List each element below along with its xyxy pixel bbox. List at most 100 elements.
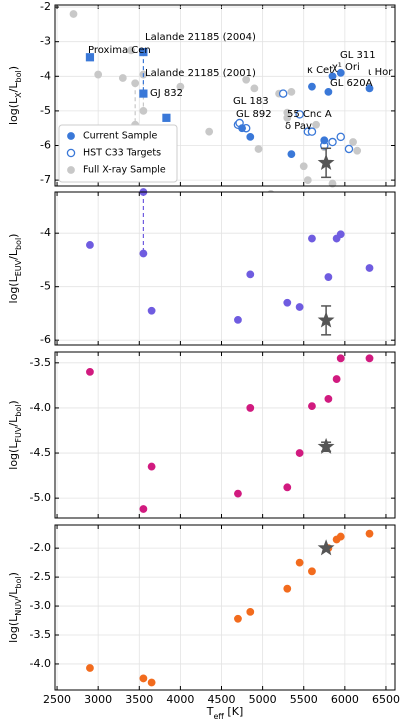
- y-axis-label: log(LX/Lbol): [7, 66, 23, 125]
- x-tick-label: 4500: [208, 693, 236, 706]
- data-point: [295, 558, 304, 567]
- data-point: [336, 68, 345, 77]
- data-point: [147, 678, 156, 687]
- data-point: [365, 354, 374, 363]
- x-tick-label: 3500: [125, 693, 153, 706]
- data-point: [317, 153, 335, 170]
- y-axis-label-part: /L: [7, 82, 20, 93]
- data-point: [283, 584, 292, 593]
- x-tick-label: 5500: [290, 693, 318, 706]
- x-tick-label: 3000: [84, 693, 112, 706]
- data-point: [127, 46, 135, 55]
- y-tick-label: -5: [40, 104, 51, 117]
- data-point: [336, 230, 345, 239]
- y-tick-label: -7: [40, 173, 51, 186]
- x-axis-label-part: [K]: [224, 705, 243, 718]
- y-axis-label: log(LNUV/Lbol): [7, 572, 23, 643]
- data-point: [349, 138, 357, 146]
- data-point: [308, 567, 316, 576]
- data-point: [365, 264, 374, 272]
- data-point: [139, 47, 148, 57]
- y-axis-label-part: ): [7, 572, 20, 576]
- data-point: [317, 437, 335, 454]
- data-point: [238, 124, 246, 133]
- y-axis-label-part: log(L: [7, 442, 20, 470]
- annotation: ι Hor: [368, 67, 393, 78]
- y-tick-label: -4.5: [30, 446, 51, 459]
- y-tick-label: -2: [40, 0, 51, 13]
- data-point: [205, 127, 214, 136]
- y-axis-label-part: EUV: [14, 259, 23, 276]
- y-tick-label: -3.0: [30, 599, 51, 612]
- data-point: [328, 179, 337, 188]
- legend-marker: [66, 148, 76, 158]
- y-axis-label-part: bol: [14, 576, 23, 588]
- data-point: [307, 127, 317, 136]
- data-point: [254, 145, 263, 153]
- data-point: [287, 87, 296, 96]
- data-point: [299, 162, 308, 171]
- annotation: GL 620A: [330, 78, 373, 89]
- data-point: [312, 120, 320, 129]
- y-axis-label-part: log(L: [7, 97, 20, 125]
- annotation: Lalande 21185 (2001): [145, 68, 256, 79]
- y-axis-label-part: NUV: [14, 598, 23, 616]
- data-point: [344, 144, 354, 154]
- annotation: GJ 832: [150, 88, 183, 99]
- data-point: [246, 132, 255, 141]
- data-point: [287, 150, 296, 159]
- data-point: [365, 84, 374, 93]
- x-tick-label: 6000: [331, 693, 359, 706]
- data-point: [320, 136, 329, 145]
- y-tick-label: -6: [40, 333, 51, 346]
- y-tick-label: -4: [40, 69, 51, 82]
- data-point: [295, 449, 304, 457]
- y-axis-label: log(LEUV/Lbol): [7, 234, 23, 304]
- data-point: [283, 113, 292, 122]
- data-point: [246, 270, 255, 279]
- plot-frame: [54, 351, 396, 519]
- annotation: GL 311: [340, 50, 376, 61]
- data-point: [328, 72, 337, 81]
- x-axis-label-part: eff: [214, 712, 225, 721]
- data-point: [139, 674, 148, 683]
- data-point: [328, 137, 337, 147]
- annotation: 55 Cnc A: [287, 109, 332, 120]
- data-point: [324, 395, 333, 403]
- data-point: [308, 234, 316, 243]
- data-point: [118, 74, 127, 82]
- data-point: [139, 89, 148, 98]
- data-point: [365, 529, 374, 538]
- x-tick-label: 5000: [249, 693, 277, 706]
- data-point: [234, 489, 242, 498]
- y-axis-label-part: ): [7, 66, 20, 70]
- data-point: [353, 146, 362, 155]
- plot-frame: [54, 191, 396, 346]
- legend-marker: [67, 166, 75, 174]
- y-axis-label-part: ): [7, 400, 20, 404]
- y-axis-label-part: bol: [14, 238, 23, 250]
- data-point: [295, 110, 304, 119]
- data-point: [283, 298, 292, 307]
- annotation: Lalande 21185 (2004): [145, 32, 256, 43]
- data-point: [85, 53, 95, 62]
- y-axis-label-part: X: [14, 92, 23, 98]
- y-tick-label: -2.5: [30, 570, 51, 583]
- annotation: Proxima Cen: [88, 45, 151, 56]
- y-tick-label: -3: [40, 35, 51, 48]
- plot-area: [55, 192, 395, 345]
- y-axis-label-part: ): [7, 234, 20, 238]
- x-tick-label: 4000: [166, 693, 194, 706]
- plot-area: [55, 352, 395, 518]
- annotation: χ¹ Ori: [332, 62, 360, 73]
- data-point: [162, 113, 171, 122]
- data-point: [176, 82, 185, 91]
- annotation: GL 892: [236, 109, 272, 120]
- data-point: [246, 404, 255, 412]
- data-point: [246, 607, 255, 616]
- data-point: [303, 176, 312, 185]
- data-point: [94, 70, 103, 79]
- y-tick-label: -5.0: [30, 491, 51, 504]
- y-tick-label: -4.0: [30, 657, 51, 670]
